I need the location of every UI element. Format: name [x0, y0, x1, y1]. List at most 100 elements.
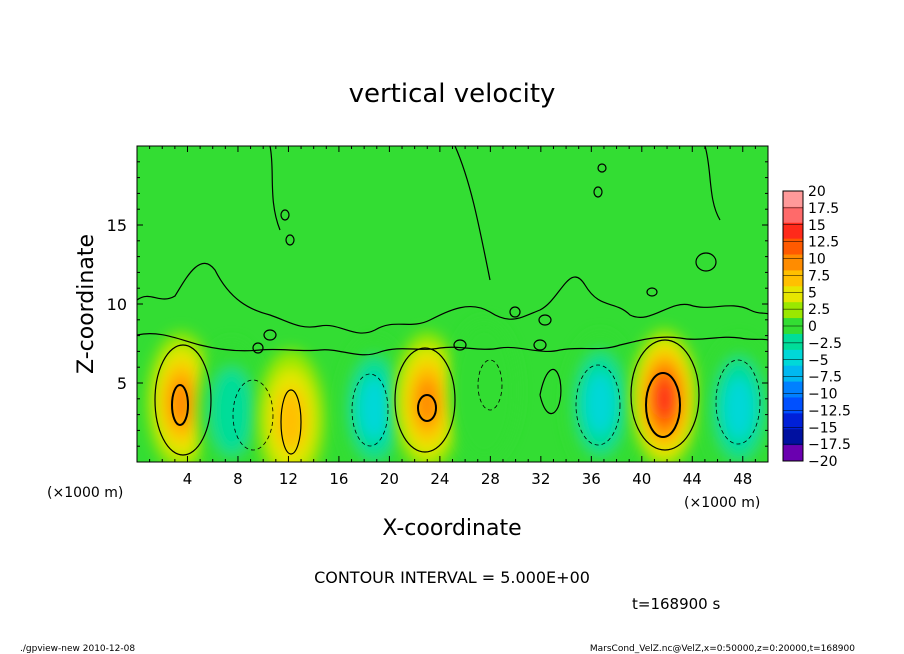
colorbar-label: 2.5 — [808, 302, 830, 318]
colorbar-label: −10 — [808, 387, 838, 403]
colorbar-label: −7.5 — [808, 370, 842, 386]
velocity-cell — [340, 338, 409, 462]
colorbar-label: 5 — [808, 285, 817, 301]
contour-blob — [280, 209, 290, 221]
colorbar-label: −12.5 — [808, 403, 851, 419]
velocity-field — [147, 320, 768, 462]
velocity-cell — [450, 320, 519, 461]
zero-contour-vertical-2 — [454, 146, 491, 281]
colorbar-swatch — [783, 429, 803, 446]
x-tick-label: 40 — [632, 470, 651, 488]
zero-contour-upper — [137, 262, 768, 334]
velocity-cell — [566, 333, 635, 462]
colorbar-label: −17.5 — [808, 437, 851, 453]
contour-cell-5-inner — [417, 394, 437, 422]
footer-right: MarsCond_VelZ.nc@VelZ,x=0:50000,z=0:2000… — [590, 644, 855, 654]
colorbar-label: 20 — [808, 184, 826, 200]
contour-cell-3 — [280, 389, 302, 455]
zero-contour-vertical — [269, 146, 281, 231]
colorbar-label: 10 — [808, 252, 826, 268]
x-tick-label: 32 — [531, 470, 550, 488]
contour-cell-2 — [232, 379, 274, 451]
colorbar-label: −2.5 — [808, 336, 842, 352]
colorbar-swatch — [783, 238, 803, 256]
colorbar-swatch — [783, 286, 803, 303]
colorbar-swatch — [783, 333, 803, 351]
x-tick-label: 48 — [733, 470, 752, 488]
x-tick-label: 44 — [683, 470, 702, 488]
colorbar-label: 17.5 — [808, 201, 839, 217]
colorbar-label: 12.5 — [808, 235, 839, 251]
contour-blob — [593, 186, 603, 198]
contour-lines — [137, 146, 768, 456]
x-tick-label: 28 — [481, 470, 500, 488]
contour-cell-9 — [715, 359, 761, 445]
colorbar-swatch — [783, 302, 803, 319]
contour-cell-1-inner — [171, 384, 189, 426]
contour-blob — [538, 314, 552, 326]
x-tick-label: 36 — [582, 470, 601, 488]
contour-blob — [646, 287, 658, 297]
x-tick-label: 20 — [380, 470, 399, 488]
colorbar-label: −20 — [808, 454, 838, 470]
contour-cell-7 — [575, 364, 621, 446]
zero-contour-upper-2 — [137, 333, 768, 356]
colorbar-label: 0 — [808, 319, 817, 335]
x-axis-label: X-coordinate — [382, 516, 521, 541]
colorbar-swatch — [783, 445, 803, 462]
velocity-cell — [147, 331, 216, 462]
colorbar-label: −5 — [808, 353, 829, 369]
x-unit-left: (×1000 m) — [47, 485, 123, 501]
colorbar-swatch — [783, 206, 803, 224]
x-tick-label: 12 — [279, 470, 298, 488]
y-axis-label: Z-coordinate — [74, 234, 99, 374]
contour-cell-4 — [351, 373, 389, 447]
contour-blob — [539, 368, 562, 415]
contour-blob — [285, 234, 295, 246]
y-tick-label: 15 — [107, 216, 127, 235]
velocity-cell — [256, 349, 325, 462]
colorbar-label: 15 — [808, 218, 826, 234]
zero-contour-vertical-3 — [704, 146, 721, 221]
footer-left: ./gpview-new 2010-12-08 — [20, 644, 135, 654]
contour-blob — [263, 329, 277, 341]
x-tick-label: 24 — [430, 470, 449, 488]
x-unit-right: (×1000 m) — [684, 495, 760, 511]
x-tick-label: 16 — [329, 470, 348, 488]
chart-title: vertical velocity — [349, 79, 556, 109]
colorbar-swatch — [783, 270, 803, 287]
colorbar-label: 7.5 — [808, 268, 830, 284]
velocity-cell — [704, 338, 768, 462]
velocity-cell — [630, 328, 699, 462]
colorbar: 2017.51512.5107.552.50−2.5−5−7.5−10−12.5… — [782, 184, 851, 470]
y-ticks: 5 10 15 — [107, 161, 768, 447]
x-tick-label: 8 — [233, 470, 243, 488]
contour-blob — [509, 306, 521, 318]
colorbar-swatch — [783, 381, 803, 398]
contour-blob — [597, 163, 607, 173]
velocity-cell — [197, 341, 266, 462]
colorbar-swatch — [783, 397, 803, 414]
y-tick-label: 10 — [107, 295, 127, 314]
x-tick-label: 4 — [183, 470, 193, 488]
contour-interval: CONTOUR INTERVAL = 5.000E+00 — [314, 568, 590, 587]
contour-cell-8-inner — [645, 372, 681, 438]
contour-blob — [533, 339, 547, 351]
contour-blob — [453, 339, 467, 351]
contour-cell-1-outer — [154, 344, 212, 456]
colorbar-swatch — [783, 365, 803, 383]
time-label: t=168900 s — [632, 595, 720, 613]
x-ticks: 4 8 12 16 20 24 28 32 36 40 44 48 — [149, 146, 756, 488]
contour-blob — [695, 252, 717, 272]
contour-cell-6 — [477, 359, 503, 411]
colorbar-swatch — [783, 222, 803, 240]
colorbar-swatch — [783, 413, 803, 430]
contour-blob — [252, 342, 264, 354]
colorbar-label: −15 — [808, 420, 838, 436]
colorbar-swatch — [783, 349, 803, 367]
contour-cell-8-outer — [630, 339, 700, 451]
colorbar-swatch — [783, 254, 803, 271]
contour-cell-5-outer — [394, 347, 456, 453]
velocity-cell — [393, 331, 462, 462]
